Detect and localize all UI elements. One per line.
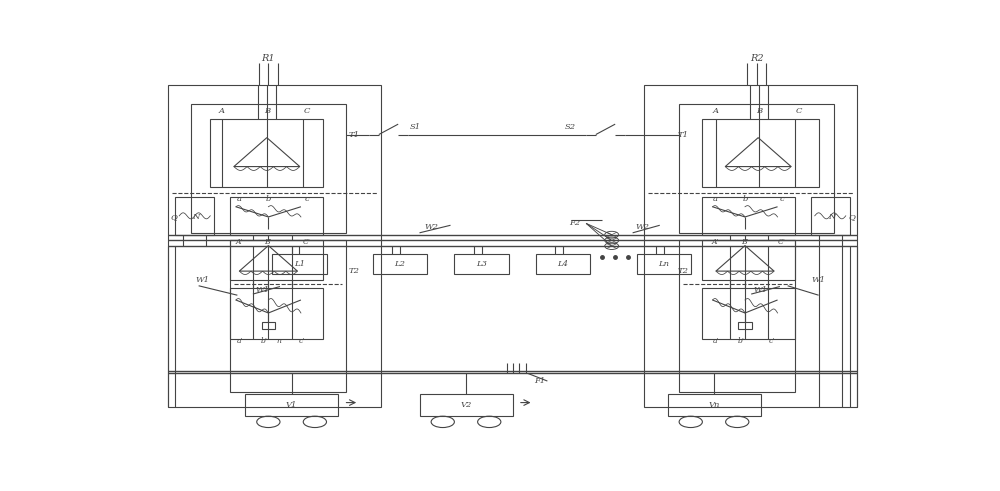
Bar	[168, 85, 381, 407]
Text: A': A'	[712, 238, 719, 246]
Text: c': c'	[769, 337, 775, 345]
Text: n: n	[276, 337, 281, 345]
Text: B': B'	[264, 238, 272, 246]
Text: N: N	[828, 213, 835, 221]
Text: L4: L4	[557, 260, 568, 268]
Text: T1: T1	[348, 131, 359, 138]
Text: a: a	[237, 195, 242, 203]
Text: c': c'	[299, 337, 305, 345]
Text: b': b'	[261, 337, 268, 345]
Text: C: C	[796, 107, 802, 115]
Text: T1: T1	[678, 131, 688, 138]
Bar	[191, 104, 346, 233]
Text: F1: F1	[534, 377, 545, 385]
Text: C': C'	[303, 238, 311, 246]
Bar	[245, 393, 338, 416]
Bar	[702, 241, 795, 280]
Text: c: c	[780, 195, 785, 203]
Bar	[175, 197, 214, 235]
Text: Q: Q	[849, 213, 855, 221]
Text: V2: V2	[460, 401, 472, 409]
Text: L2: L2	[395, 260, 406, 268]
Text: W1: W1	[754, 286, 768, 294]
Text: S1: S1	[410, 123, 421, 131]
Bar	[702, 119, 819, 188]
Text: B': B'	[741, 238, 749, 246]
Bar	[454, 254, 509, 274]
Text: W1: W1	[196, 276, 210, 284]
Bar	[644, 85, 857, 407]
Bar	[702, 288, 795, 339]
Text: b': b'	[738, 337, 745, 345]
Text: B: B	[264, 107, 270, 115]
Text: b: b	[266, 195, 271, 203]
Text: W1: W1	[812, 276, 826, 284]
Text: F2: F2	[569, 219, 580, 227]
Bar	[230, 241, 346, 392]
Text: T2: T2	[678, 267, 688, 274]
Bar	[679, 104, 834, 233]
Text: A': A'	[236, 238, 244, 246]
Bar	[738, 322, 752, 329]
Text: N: N	[193, 213, 200, 221]
Text: a: a	[713, 195, 718, 203]
Bar	[262, 322, 275, 329]
Bar	[230, 241, 323, 280]
Text: V1: V1	[286, 401, 297, 409]
Text: L3: L3	[476, 260, 487, 268]
Text: W2: W2	[636, 223, 650, 231]
Text: B: B	[756, 107, 762, 115]
Text: C: C	[304, 107, 310, 115]
Text: b: b	[742, 195, 748, 203]
Text: Q: Q	[170, 213, 177, 221]
Text: W2: W2	[424, 223, 438, 231]
Text: L1: L1	[294, 260, 305, 268]
Text: Vn: Vn	[708, 401, 720, 409]
Text: c: c	[305, 195, 310, 203]
Text: T2: T2	[348, 267, 359, 274]
Bar	[679, 241, 795, 392]
Bar	[230, 197, 323, 235]
Text: R2: R2	[750, 55, 763, 63]
Text: A: A	[713, 107, 719, 115]
Text: C': C'	[778, 238, 786, 246]
Bar	[811, 197, 850, 235]
Text: W1: W1	[256, 286, 270, 294]
Bar	[702, 197, 795, 235]
Bar	[272, 254, 326, 274]
Text: Ln: Ln	[658, 260, 669, 268]
Bar	[637, 254, 691, 274]
Text: R1: R1	[262, 55, 275, 63]
Bar	[373, 254, 427, 274]
Text: S2: S2	[565, 123, 576, 131]
Bar	[230, 288, 323, 339]
Text: A: A	[219, 107, 225, 115]
Bar	[668, 393, 761, 416]
Bar	[536, 254, 590, 274]
Bar	[210, 119, 323, 188]
Text: a': a'	[712, 337, 719, 345]
Text: a': a'	[236, 337, 243, 345]
Bar	[420, 393, 512, 416]
